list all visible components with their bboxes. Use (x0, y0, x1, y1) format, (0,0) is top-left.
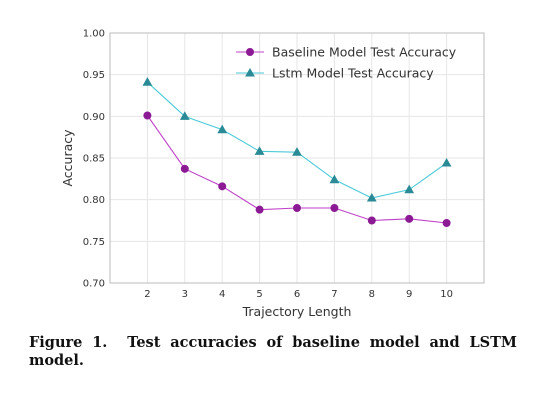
series-layer (142, 77, 452, 227)
figure-caption-label: Figure 1. (29, 334, 108, 351)
legend-marker (245, 48, 254, 57)
y-tick-label: 1.00 (83, 29, 105, 40)
x-tick-label: 2 (144, 289, 150, 300)
x-tick-label: 6 (294, 289, 300, 300)
legend-marker (245, 67, 255, 77)
x-axis-ticks: 2 3 4 5 6 7 8 9 10 (144, 289, 453, 300)
y-axis-ticks: 0.70 0.75 0.80 0.85 0.90 0.95 1.00 (83, 29, 105, 290)
y-tick-label: 0.95 (83, 70, 105, 81)
plot-area-frame (109, 32, 485, 284)
legend-item: Lstm Model Test Accuracy (236, 66, 434, 81)
data-point (254, 146, 265, 155)
y-tick-label: 0.70 (83, 279, 105, 290)
y-tick-label: 0.85 (83, 154, 105, 165)
data-point (329, 174, 340, 184)
figure-caption-text: Test accuracies of baseline model and LS… (29, 334, 517, 369)
data-point (180, 164, 189, 173)
x-tick-label: 3 (182, 289, 188, 300)
data-point (441, 157, 452, 167)
data-point (218, 182, 227, 191)
x-axis-label: Trajectory Length (242, 304, 352, 319)
data-point (142, 77, 153, 86)
legend-item: Baseline Model Test Accuracy (236, 45, 457, 60)
legend-label: Lstm Model Test Accuracy (272, 66, 434, 81)
x-tick-label: 8 (369, 289, 375, 300)
x-tick-label: 5 (256, 289, 262, 300)
x-tick-label: 10 (440, 289, 453, 300)
data-point (217, 124, 228, 134)
grid-lines (110, 32, 484, 284)
figure-caption: Figure 1. Test accuracies of baseline mo… (29, 334, 517, 370)
series-baseline (143, 111, 451, 227)
data-point (330, 203, 339, 212)
y-tick-label: 0.75 (83, 237, 105, 248)
data-point (292, 203, 301, 212)
x-tick-label: 9 (406, 289, 412, 300)
accuracy-line-chart: 2 3 4 5 6 7 8 9 10 0.700.750.800.850.900.951.00 … (60, 29, 485, 319)
data-point (255, 205, 264, 214)
data-point (143, 111, 152, 120)
data-point (367, 216, 376, 225)
series-lstm (142, 77, 452, 202)
data-point (292, 147, 302, 156)
x-tick-label: 7 (331, 289, 337, 300)
legend-label: Baseline Model Test Accuracy (272, 45, 457, 60)
y-axis-label: Accuracy (60, 129, 75, 187)
data-point (366, 192, 377, 202)
data-point (179, 111, 190, 120)
legend: Baseline Model Test Accuracy Lstm Model T… (236, 45, 457, 81)
x-tick-label: 4 (219, 289, 225, 300)
data-point (405, 214, 414, 223)
data-point (442, 218, 451, 227)
data-point (404, 184, 415, 194)
y-tick-label: 0.90 (83, 112, 105, 123)
y-tick-label: 0.80 (83, 195, 105, 206)
